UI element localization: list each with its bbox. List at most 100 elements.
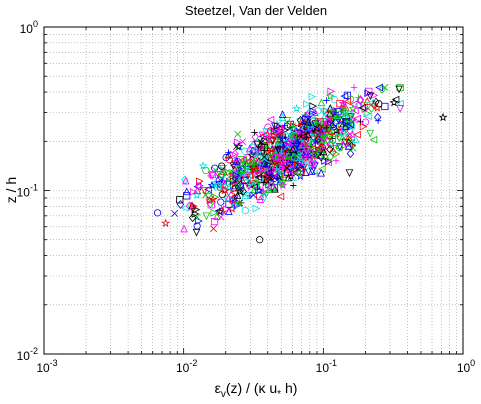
data-point	[309, 160, 318, 169]
data-point	[326, 123, 334, 131]
data-point	[270, 133, 279, 142]
x-axis-label: εv(z) / (κ u* h)	[215, 380, 298, 400]
data-point	[231, 201, 239, 211]
data-point	[247, 157, 256, 166]
data-point	[307, 150, 316, 158]
x-axis-label-end: h)	[281, 380, 297, 396]
data-point	[276, 131, 284, 139]
data-point	[210, 217, 219, 226]
data-point	[260, 159, 268, 168]
data-point	[327, 87, 336, 96]
data-point	[278, 110, 287, 118]
data-point	[208, 194, 218, 204]
data-point	[185, 201, 194, 211]
data-point	[236, 180, 245, 190]
data-point	[257, 160, 266, 169]
data-point	[278, 173, 287, 182]
data-point	[180, 224, 188, 233]
data-point	[237, 165, 245, 173]
data-point	[339, 127, 347, 136]
data-point	[292, 103, 302, 113]
data-point	[297, 147, 306, 156]
data-point	[260, 153, 268, 161]
data-point	[195, 217, 203, 225]
data-point	[308, 109, 317, 118]
data-point	[315, 131, 324, 141]
data-point	[207, 172, 214, 180]
data-point	[274, 144, 282, 152]
axis-ticks	[43, 26, 464, 355]
data-point	[346, 149, 355, 159]
data-point	[260, 194, 269, 202]
data-point	[312, 151, 321, 160]
data-point	[328, 138, 336, 148]
data-point	[274, 133, 282, 141]
data-point	[224, 168, 233, 177]
x-tick-label: 10-3	[36, 358, 57, 375]
data-point	[267, 182, 275, 190]
data-point	[225, 207, 233, 216]
data-point	[288, 152, 298, 162]
data-point	[330, 95, 339, 104]
data-point	[210, 225, 217, 233]
data-point	[317, 98, 326, 107]
data-point	[213, 212, 221, 220]
data-point	[255, 179, 262, 187]
data-point	[241, 206, 249, 215]
data-point	[239, 186, 247, 196]
data-point	[332, 109, 340, 116]
data-point	[232, 157, 241, 165]
data-point	[245, 144, 254, 153]
data-point	[256, 236, 264, 244]
data-point	[183, 192, 191, 200]
data-point	[289, 123, 296, 130]
data-point	[271, 184, 279, 193]
data-point	[311, 138, 319, 146]
data-point	[189, 188, 198, 196]
data-point	[247, 150, 257, 160]
grid	[44, 27, 463, 354]
data-point	[317, 142, 326, 152]
data-point	[278, 180, 287, 188]
data-point	[366, 92, 375, 101]
data-point	[349, 100, 358, 109]
data-point	[303, 100, 311, 108]
data-point	[317, 152, 325, 162]
data-point	[250, 183, 258, 191]
data-point	[293, 168, 302, 177]
data-point	[189, 202, 198, 210]
data-point	[308, 167, 317, 176]
data-point	[217, 170, 226, 180]
data-point	[290, 182, 297, 189]
data-point	[351, 135, 360, 143]
data-point	[264, 173, 273, 181]
data-point	[229, 150, 238, 159]
data-point	[367, 103, 376, 113]
data-point	[192, 228, 201, 237]
data-point	[334, 108, 342, 116]
data-point	[224, 179, 233, 187]
data-point	[312, 132, 321, 141]
data-point	[320, 125, 328, 133]
data-point	[299, 132, 308, 141]
data-point	[250, 191, 258, 199]
data-point	[325, 91, 335, 101]
data-point	[269, 183, 277, 192]
data-points	[153, 83, 448, 244]
data-point	[218, 205, 226, 214]
data-point	[359, 122, 368, 131]
data-point	[246, 178, 254, 188]
data-point	[295, 140, 302, 147]
data-point	[438, 112, 448, 122]
data-point	[336, 110, 345, 118]
data-point	[325, 134, 334, 143]
data-point	[340, 105, 347, 112]
data-point	[274, 165, 282, 173]
data-point	[250, 156, 258, 165]
data-point	[214, 183, 222, 191]
x-axis-label-sub2: *	[277, 389, 281, 400]
data-point	[296, 153, 304, 162]
data-point	[258, 131, 267, 140]
data-point	[233, 142, 241, 150]
data-point	[326, 152, 334, 162]
